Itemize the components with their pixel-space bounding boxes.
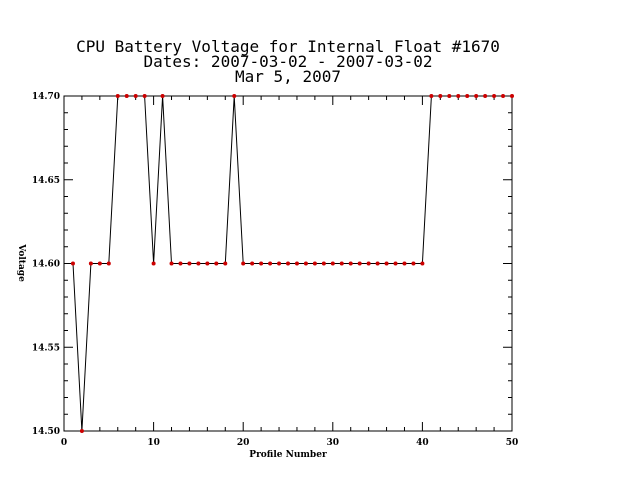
data-point [151,261,156,266]
data-point [70,261,75,266]
series-line-group [72,95,512,432]
data-point [411,261,416,266]
chart-subtitle-date: Mar 5, 2007 [235,67,341,86]
data-point [214,261,219,266]
data-point [474,94,479,98]
data-point [259,261,264,266]
data-point [483,94,488,98]
data-point [465,94,470,98]
x-tick-label: 40 [416,438,429,448]
data-point [97,261,102,266]
data-point [133,94,138,98]
data-point [294,261,299,266]
data-point [447,94,452,98]
data-point [420,261,425,266]
axis-tick-labels: 0 10 20 30 40 50 14.50 14.55 14.60 14.65 14.70 [32,92,518,448]
data-point [160,94,165,98]
data-point [393,261,398,266]
y-tick-label: 14.70 [32,92,60,102]
data-point [232,94,237,98]
data-point [366,261,371,266]
y-axis-title: Voltage [16,243,26,282]
data-point [106,261,111,266]
data-point [196,261,201,266]
x-tick-label: 30 [327,438,340,448]
data-point [330,261,335,266]
chart-subtitle-dates: Dates: 2007-03-02 - 2007-03-02 [144,52,433,71]
data-point [375,261,380,266]
data-point [501,94,506,98]
data-point [321,261,326,266]
data-point [384,261,389,266]
x-tick-label: 0 [61,438,67,448]
data-point [178,261,183,266]
data-point [438,94,443,98]
data-point [79,429,84,433]
chart-title: CPU Battery Voltage for Internal Float #… [76,37,500,56]
data-point [205,261,210,266]
data-point [312,261,317,266]
x-axis-title: Profile Number [249,450,327,460]
data-point [492,94,497,98]
data-point [510,94,514,98]
data-point [169,261,174,266]
data-point [187,261,192,266]
series-line [72,95,512,432]
data-point [348,261,353,266]
x-tick-label: 50 [506,438,519,448]
data-point [277,261,282,266]
y-tick-label: 14.60 [32,260,60,270]
y-tick-label: 14.50 [32,427,60,437]
data-point [268,261,273,266]
data-points [70,94,514,433]
x-tick-label: 20 [237,438,250,448]
data-point [250,261,255,266]
y-tick-label: 14.55 [32,343,60,353]
data-point [88,261,93,266]
x-tick-label: 10 [147,438,160,448]
data-point [429,94,434,98]
data-point [124,94,129,98]
data-point [339,261,344,266]
axis-ticks [63,95,513,432]
data-point [357,261,362,266]
data-point [286,261,290,266]
data-point [115,94,120,98]
data-point [303,261,308,266]
data-point [241,261,246,266]
data-point [142,94,147,98]
data-point [456,94,461,98]
data-point [402,261,407,266]
y-tick-label: 14.65 [32,176,60,186]
data-point [223,261,228,266]
chart-title-group: CPU Battery Voltage for Internal Float #… [76,37,500,86]
